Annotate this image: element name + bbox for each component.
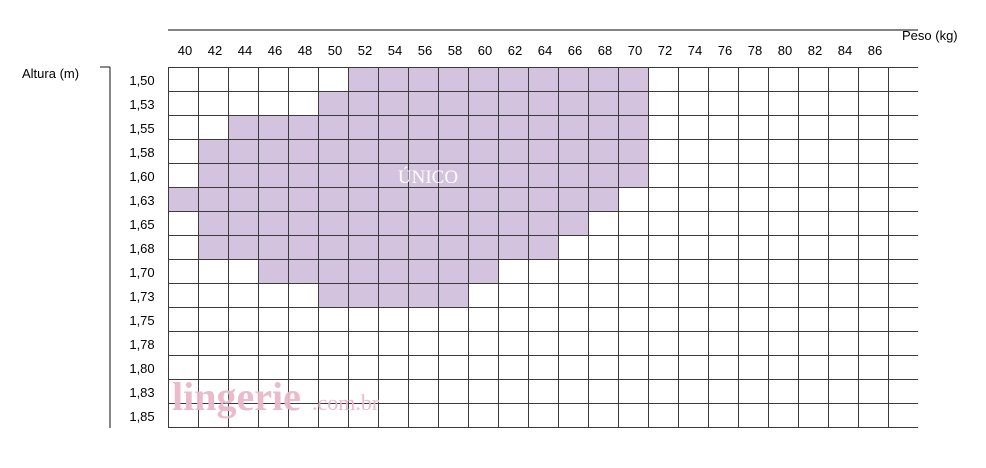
- x-tick-label: 70: [628, 43, 642, 58]
- x-tick-label: 42: [208, 43, 222, 58]
- x-tick-label: 46: [268, 43, 282, 58]
- x-tick-label: 64: [538, 43, 552, 58]
- x-tick-label: 76: [718, 43, 732, 58]
- y-tick-label: 1,83: [129, 385, 154, 400]
- grid-lines: [100, 29, 918, 428]
- y-tick-label: 1,65: [129, 217, 154, 232]
- y-axis-label: Altura (m): [22, 66, 79, 81]
- x-tick-label: 84: [838, 43, 852, 58]
- x-tick-label: 60: [478, 43, 492, 58]
- x-tick-label: 58: [448, 43, 462, 58]
- y-tick-label: 1,73: [129, 289, 154, 304]
- x-tick-label: 78: [748, 43, 762, 58]
- region-row-1-73: [318, 283, 468, 307]
- x-tick-label: 68: [598, 43, 612, 58]
- watermark-logo: lingerie .com.br: [172, 374, 380, 419]
- x-tick-label: 54: [388, 43, 402, 58]
- x-tick-label: 50: [328, 43, 342, 58]
- y-tick-labels: 1,50 1,53 1,55 1,58 1,60 1,63 1,65 1,68 1,70 1,73…: [129, 73, 154, 424]
- region-label: ÚNICO: [398, 166, 458, 188]
- y-tick-label: 1,63: [129, 193, 154, 208]
- region-row-1-53: [318, 91, 648, 115]
- y-tick-label: 1,75: [129, 313, 154, 328]
- y-tick-label: 1,78: [129, 337, 154, 352]
- x-tick-label: 62: [508, 43, 522, 58]
- x-axis-label: Peso (kg): [902, 28, 958, 43]
- watermark-suffix: .com.br: [312, 390, 380, 415]
- region-row-1-58: [198, 139, 648, 163]
- y-tick-label: 1,68: [129, 241, 154, 256]
- x-tick-label: 56: [418, 43, 432, 58]
- watermark-main: lingerie: [172, 374, 301, 419]
- x-tick-label: 44: [238, 43, 252, 58]
- x-tick-labels: 40 42 44 46 48 50 52 54 56 58 60 62 64 66 68 70 72 74 76 78…: [178, 43, 882, 58]
- x-tick-label: 48: [298, 43, 312, 58]
- y-tick-label: 1,85: [129, 409, 154, 424]
- y-tick-label: 1,53: [129, 97, 154, 112]
- x-tick-label: 40: [178, 43, 192, 58]
- x-tick-label: 86: [868, 43, 882, 58]
- region-row-1-63: [168, 187, 618, 211]
- x-tick-label: 72: [658, 43, 672, 58]
- y-tick-label: 1,58: [129, 145, 154, 160]
- x-tick-label: 66: [568, 43, 582, 58]
- x-tick-label: 80: [778, 43, 792, 58]
- x-tick-label: 52: [358, 43, 372, 58]
- y-tick-label: 1,70: [129, 265, 154, 280]
- y-tick-label: 1,55: [129, 121, 154, 136]
- x-tick-label: 74: [688, 43, 702, 58]
- x-tick-label: 82: [808, 43, 822, 58]
- y-tick-label: 1,60: [129, 169, 154, 184]
- y-tick-label: 1,80: [129, 361, 154, 376]
- y-tick-label: 1,50: [129, 73, 154, 88]
- region-row-1-65: [198, 211, 588, 235]
- region-row-1-60: [198, 163, 648, 187]
